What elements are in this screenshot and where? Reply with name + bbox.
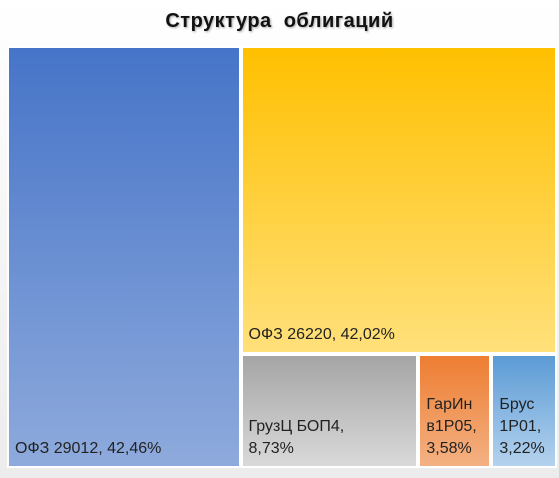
treemap-tile-label: ОФЗ 29012, 42,46%: [15, 440, 162, 457]
treemap-tile: ОФЗ 26220, 42,02%: [240, 46, 557, 355]
treemap-tile: ГрузЦ БОП4, 8,73%: [240, 354, 419, 468]
treemap-tile: Брус 1Р01, 3,22%: [491, 354, 557, 468]
treemap-area: ОФЗ 29012, 42,46% ОФЗ 26220, 42,02% ГрузЦ …: [7, 46, 557, 468]
treemap-tile-label: ГарИн в1Р05, 3,58%: [426, 395, 477, 457]
treemap-tile-label: ГрузЦ БОП4, 8,73%: [248, 417, 345, 457]
chart-title: Структура облигаций: [165, 10, 394, 32]
treemap-tile-label: Брус 1Р01, 3,22%: [499, 395, 545, 457]
treemap-tile: ГарИн в1Р05, 3,58%: [418, 354, 492, 468]
treemap-tile: ОФЗ 29012, 42,46%: [7, 46, 241, 468]
treemap-tile-label: ОФЗ 26220, 42,02%: [248, 326, 395, 344]
